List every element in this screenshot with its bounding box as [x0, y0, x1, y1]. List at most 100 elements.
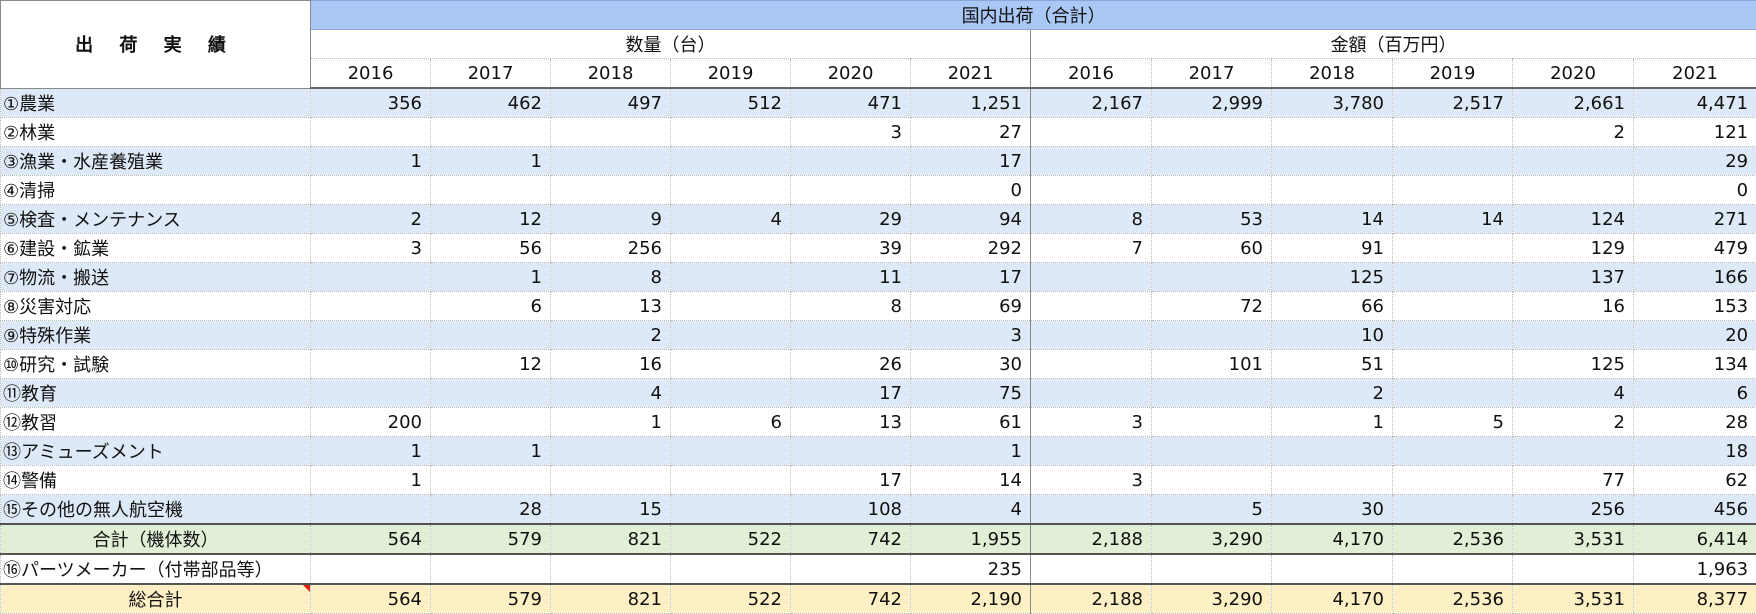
quantity-cell — [431, 554, 551, 584]
amount-cell: 256 — [1513, 495, 1634, 525]
row-label: ⑪教育 — [1, 379, 311, 408]
amount-cell: 10 — [1272, 321, 1393, 350]
row-label: ⑯パーツメーカー（付帯部品等） — [1, 554, 311, 584]
quantity-cell — [311, 350, 431, 379]
quantity-cell — [791, 176, 911, 205]
amount-cell: 77 — [1513, 466, 1634, 495]
quantity-cell: 56 — [431, 234, 551, 263]
quantity-cell: 1 — [311, 147, 431, 176]
quantity-cell — [671, 147, 791, 176]
quantity-cell: 12 — [431, 205, 551, 234]
quantity-cell — [791, 437, 911, 466]
quantity-cell — [671, 466, 791, 495]
amount-cell: 124 — [1513, 205, 1634, 234]
quantity-cell — [671, 234, 791, 263]
amount-cell — [1031, 147, 1152, 176]
year-header: 2020 — [791, 59, 911, 89]
quantity-cell: 579 — [431, 584, 551, 614]
quantity-cell — [311, 321, 431, 350]
year-header: 2019 — [1393, 59, 1513, 89]
row-label: ⑬アミューズメント — [1, 437, 311, 466]
amount-cell: 14 — [1272, 205, 1393, 234]
amount-cell — [1152, 408, 1272, 437]
amount-cell — [1272, 118, 1393, 147]
amount-cell — [1031, 176, 1152, 205]
quantity-cell — [671, 379, 791, 408]
amount-cell: 5 — [1393, 408, 1513, 437]
quantity-cell: 13 — [551, 292, 671, 321]
quantity-cell — [671, 437, 791, 466]
quantity-cell — [551, 147, 671, 176]
year-header: 2018 — [551, 59, 671, 89]
quantity-cell: 471 — [791, 88, 911, 118]
row-label: ⑨特殊作業 — [1, 321, 311, 350]
quantity-cell: 1 — [431, 437, 551, 466]
amount-cell — [1152, 379, 1272, 408]
amount-cell — [1152, 554, 1272, 584]
amount-cell — [1393, 292, 1513, 321]
quantity-cell — [311, 379, 431, 408]
quantity-cell: 256 — [551, 234, 671, 263]
quantity-cell: 1,251 — [911, 88, 1031, 118]
amount-cell: 4,170 — [1272, 524, 1393, 554]
amount-cell — [1393, 379, 1513, 408]
amount-cell: 2,536 — [1393, 584, 1513, 614]
quantity-cell: 17 — [791, 379, 911, 408]
amount-cell — [1152, 321, 1272, 350]
amount-cell: 30 — [1272, 495, 1393, 525]
quantity-cell — [431, 379, 551, 408]
row-label: ⑥建設・鉱業 — [1, 234, 311, 263]
amount-cell: 51 — [1272, 350, 1393, 379]
year-header: 2016 — [311, 59, 431, 89]
amount-cell — [1393, 466, 1513, 495]
quantity-cell: 1,955 — [911, 524, 1031, 554]
amount-cell — [1272, 176, 1393, 205]
amount-cell — [1393, 321, 1513, 350]
amount-cell: 1 — [1272, 408, 1393, 437]
amount-cell: 101 — [1152, 350, 1272, 379]
quantity-cell — [311, 554, 431, 584]
quantity-cell: 292 — [911, 234, 1031, 263]
amount-cell: 4 — [1513, 379, 1634, 408]
amount-cell: 3,290 — [1152, 584, 1272, 614]
amount-cell: 2 — [1272, 379, 1393, 408]
quantity-cell: 0 — [911, 176, 1031, 205]
amount-cell: 8,377 — [1634, 584, 1756, 614]
amount-cell: 3,531 — [1513, 524, 1634, 554]
quantity-cell: 1 — [551, 408, 671, 437]
amount-cell: 129 — [1513, 234, 1634, 263]
quantity-cell: 742 — [791, 584, 911, 614]
quantity-cell — [671, 263, 791, 292]
amount-cell: 53 — [1152, 205, 1272, 234]
amount-cell: 1,963 — [1634, 554, 1756, 584]
quantity-cell — [311, 176, 431, 205]
quantity-cell — [551, 466, 671, 495]
quantity-cell: 69 — [911, 292, 1031, 321]
amount-cell: 4,170 — [1272, 584, 1393, 614]
quantity-cell: 3 — [311, 234, 431, 263]
quantity-cell: 108 — [791, 495, 911, 525]
quantity-cell — [431, 176, 551, 205]
amount-cell: 66 — [1272, 292, 1393, 321]
amount-cell: 8 — [1031, 205, 1152, 234]
grand-total-label: 総合計 — [1, 584, 311, 614]
quantity-cell: 1 — [431, 147, 551, 176]
amount-cell: 2,999 — [1152, 88, 1272, 118]
quantity-cell: 564 — [311, 524, 431, 554]
quantity-cell: 522 — [671, 584, 791, 614]
quantity-cell: 2,190 — [911, 584, 1031, 614]
quantity-cell: 200 — [311, 408, 431, 437]
amount-cell: 121 — [1634, 118, 1756, 147]
row-label: ②林業 — [1, 118, 311, 147]
amount-cell — [1513, 147, 1634, 176]
quantity-cell — [671, 176, 791, 205]
amount-cell — [1513, 554, 1634, 584]
amount-cell — [1393, 147, 1513, 176]
amount-cell: 271 — [1634, 205, 1756, 234]
quantity-cell: 8 — [791, 292, 911, 321]
quantity-cell: 821 — [551, 524, 671, 554]
amount-cell — [1513, 176, 1634, 205]
